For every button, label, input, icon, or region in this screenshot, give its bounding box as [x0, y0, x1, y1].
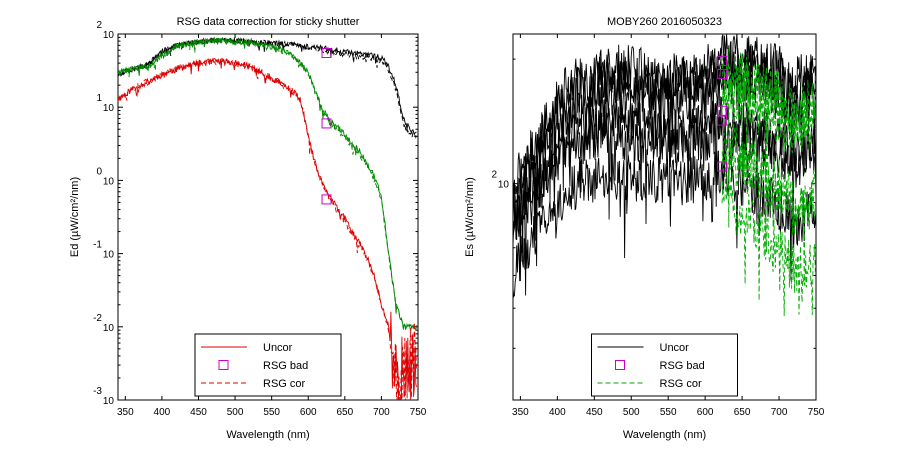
y-tick-label: 10: [103, 323, 115, 334]
legend-marker-icon: [615, 360, 625, 370]
y-tick-exponent: -3: [93, 386, 102, 397]
x-tick-label: 600: [300, 407, 317, 418]
y-tick-label: 10: [498, 180, 510, 191]
y-tick-exponent: 1: [96, 93, 102, 104]
x-tick-label: 700: [373, 407, 390, 418]
x-axis-label: Wavelength (nm): [226, 429, 309, 441]
y-tick-label: 10: [103, 30, 115, 41]
y-tick-label: 10: [103, 103, 115, 114]
series-line-4: [118, 57, 417, 400]
chart-title: MOBY260 2016050323: [607, 16, 722, 28]
x-tick-label: 350: [512, 407, 529, 418]
legend-label: RSG cor: [660, 378, 703, 390]
y-tick-label: 10: [103, 176, 115, 187]
plot-area: [513, 34, 816, 317]
legend: Uncor RSG bad RSG cor: [194, 333, 342, 397]
y-axis-label: Ed (µW/cm²/nm): [69, 177, 81, 257]
legend-label: RSG cor: [263, 378, 306, 390]
series-line-3: [118, 36, 417, 331]
plot-right: MOBY260 2016050323 350 400 450 500 550 600 650 7…: [464, 16, 825, 441]
x-tick-label: 350: [117, 407, 134, 418]
rsg-bad-marker: [321, 118, 332, 129]
y-tick-exponent: 2: [96, 20, 102, 31]
rsg-bad-marker: [717, 105, 728, 116]
y-tick-label: 10: [103, 396, 115, 407]
x-tick-label: 750: [808, 407, 825, 418]
plot-left: RSG data correction for sticky shutter 35…: [69, 16, 427, 441]
y-axis-label: Es (µW/cm²/nm): [464, 177, 476, 257]
rsg-bad-marker: [717, 55, 728, 66]
x-tick-label: 400: [154, 407, 171, 418]
y-tick-exponent: 2: [491, 170, 497, 181]
x-tick-label: 650: [336, 407, 353, 418]
x-tick-label: 550: [660, 407, 677, 418]
x-tick-label: 650: [734, 407, 751, 418]
legend-marker-icon: [218, 360, 229, 370]
legend-label: RSG bad: [263, 360, 308, 372]
rsg-bad-marker: [717, 69, 728, 80]
series-line-10: [721, 144, 816, 285]
series-line-5: [118, 58, 417, 400]
rsg-bad-marker: [717, 115, 728, 126]
x-tick-label: 400: [549, 407, 566, 418]
x-axis-label: Wavelength (nm): [623, 429, 706, 441]
legend-label: Uncor: [263, 342, 293, 354]
y-tick-exponent: 0: [96, 166, 102, 177]
x-tick-label: 750: [410, 407, 427, 418]
legend: Uncor RSG bad RSG cor: [591, 333, 738, 397]
series-line-1: [118, 36, 417, 139]
legend-box: [591, 333, 738, 397]
x-tick-label: 700: [771, 407, 788, 418]
series-line-2: [118, 37, 417, 333]
rsg-bad-marker: [321, 194, 332, 205]
x-tick-label: 600: [697, 407, 714, 418]
legend-label: RSG bad: [660, 360, 705, 372]
series-line-11: [721, 173, 816, 317]
x-tick-label: 550: [263, 407, 280, 418]
legend-label: Uncor: [660, 342, 690, 354]
y-tick-exponent: -2: [93, 313, 102, 324]
rsg-bad-marker: [321, 48, 332, 59]
series-line-4: [513, 109, 816, 296]
y-tick-label: 10: [103, 250, 115, 261]
series-line-8: [721, 76, 816, 154]
series-line-7: [721, 59, 816, 183]
x-tick-label: 500: [227, 407, 244, 418]
x-tick-label: 450: [190, 407, 207, 418]
rsg-bad-marker: [717, 161, 728, 172]
chart-title: RSG data correction for sticky shutter: [177, 16, 360, 28]
x-tick-label: 450: [586, 407, 603, 418]
x-tick-label: 500: [623, 407, 640, 418]
y-tick-exponent: -1: [93, 240, 102, 251]
plot-area: [118, 36, 417, 400]
